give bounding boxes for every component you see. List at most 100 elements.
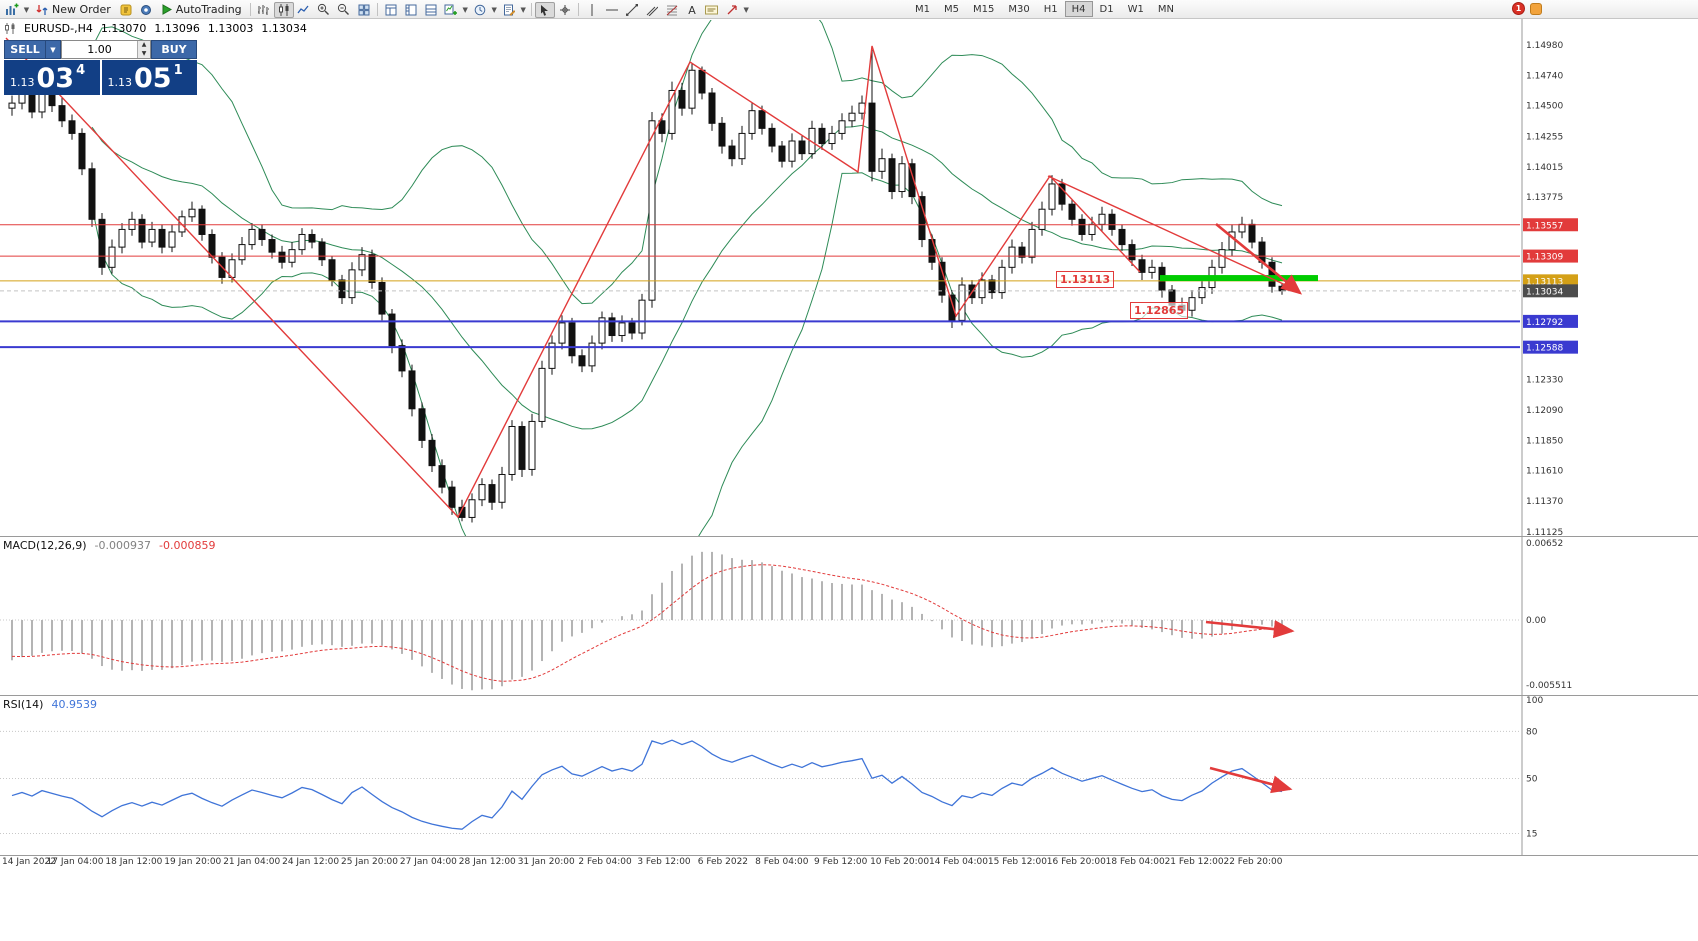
profiles-dropdown-icon[interactable]: ▼ — [491, 5, 497, 14]
metaeditor-icon[interactable] — [116, 2, 136, 18]
symbol-period-label: EURUSD-,H4 — [24, 22, 93, 35]
crosshair-tool-icon[interactable] — [555, 2, 575, 18]
macd-panel-layer — [0, 551, 1520, 691]
trendline-annotation — [5, 37, 1141, 519]
options-icon[interactable] — [136, 2, 156, 18]
price-line-badge — [1523, 218, 1578, 232]
order-options-dropdown[interactable]: ▼ — [46, 40, 61, 59]
axis-label: 1.13309 — [1526, 253, 1563, 263]
new-order-label: New Order — [52, 3, 111, 16]
axis-label: 1.14015 — [1526, 163, 1563, 173]
toolbar-separator — [577, 3, 579, 16]
axis-label: 19 Jan 20:00 — [164, 857, 221, 867]
toolbar-left-group: ▼ New Order AutoTrading — [2, 1, 751, 18]
timeframe-m5[interactable]: M5 — [944, 3, 959, 15]
volume-up-button[interactable]: ▲ — [138, 41, 150, 50]
axis-layer: 1.14980 1.14740 1.14500 1.14255 1.14015 1.137… — [0, 19, 1698, 867]
axis-label: 1.12792 — [1526, 318, 1563, 328]
buy-price-display[interactable]: 1.13 05 1 — [101, 60, 197, 95]
horizontal-line-tool-icon[interactable] — [602, 2, 622, 18]
channel-tool-icon[interactable] — [642, 2, 662, 18]
trendline-annotation — [1047, 175, 1293, 289]
timeframe-h4[interactable]: H4 — [1064, 1, 1093, 17]
buy-button[interactable]: BUY — [151, 40, 197, 59]
autotrading-label: AutoTrading — [175, 3, 242, 16]
red-arrow-annotation — [1215, 222, 1303, 295]
axis-label: 1.11850 — [1526, 436, 1563, 446]
cursor-tool-icon[interactable] — [534, 1, 555, 18]
bar-chart-type-icon[interactable] — [254, 2, 274, 18]
axis-label: 1.13775 — [1526, 193, 1563, 203]
axis-label: 9 Feb 12:00 — [814, 857, 868, 867]
trendline-tool-icon[interactable] — [622, 2, 642, 18]
ohlc-low: 1.13003 — [207, 22, 254, 35]
buy-price-pip: 1 — [173, 63, 183, 78]
axis-label: 31 Jan 20:00 — [518, 857, 575, 867]
navigator-icon[interactable] — [401, 2, 421, 18]
buy-price-big: 05 — [134, 63, 172, 94]
volume-down-button[interactable]: ▼ — [138, 49, 150, 58]
templates-dropdown-icon[interactable]: ▼ — [520, 5, 526, 14]
axis-label: 2 Feb 04:00 — [578, 857, 632, 867]
chart-add-icon[interactable] — [2, 2, 22, 18]
timeframe-d1[interactable]: D1 — [1099, 3, 1114, 15]
timeframe-w1[interactable]: W1 — [1127, 3, 1144, 15]
new-chart-dropdown-icon[interactable]: ▼ — [462, 5, 468, 14]
vertical-line-tool-icon[interactable] — [582, 2, 602, 18]
autotrading-play-icon — [162, 4, 172, 15]
axis-label: 15 Feb 12:00 — [988, 857, 1047, 867]
profiles-icon[interactable] — [470, 2, 490, 18]
templates-icon[interactable] — [499, 2, 519, 18]
axis-label: 1.14740 — [1526, 71, 1563, 81]
timeframe-m1[interactable]: M1 — [915, 3, 930, 15]
axis-label: 6 Feb 2022 — [698, 857, 748, 867]
text-tool-icon[interactable]: A — [682, 2, 702, 18]
timeframe-m30[interactable]: M30 — [1008, 3, 1030, 15]
swing-low-annotation[interactable]: 1.12865 — [1130, 302, 1189, 319]
axis-label: 1.12330 — [1526, 376, 1563, 386]
sell-price-pip: 4 — [76, 63, 86, 78]
axis-label: 1.11370 — [1526, 497, 1563, 507]
timeframe-m15[interactable]: M15 — [973, 3, 995, 15]
text-label-tool-icon[interactable] — [702, 2, 722, 18]
new-chart-button[interactable] — [441, 2, 461, 18]
price-line-badge — [1523, 314, 1578, 328]
timeframe-mn[interactable]: MN — [1157, 3, 1174, 15]
new-order-button[interactable]: New Order — [31, 2, 116, 18]
axis-label: 25 Jan 20:00 — [341, 857, 398, 867]
data-window-icon[interactable] — [381, 2, 401, 18]
tile-windows-icon[interactable] — [354, 2, 374, 18]
rsi-title: RSI(14) — [3, 698, 44, 711]
line-chart-type-icon[interactable] — [294, 2, 314, 18]
axis-label: 1.13113 — [1526, 277, 1563, 287]
axis-label: 1.12090 — [1526, 406, 1563, 416]
red-arrow-annotation — [1209, 766, 1293, 794]
zoom-in-icon[interactable] — [314, 2, 334, 18]
candlestick-chart-type-icon[interactable] — [273, 1, 294, 18]
volume-input[interactable] — [62, 41, 137, 58]
support-price-annotation[interactable]: 1.13113 — [1056, 271, 1115, 288]
toolbar-separator — [530, 3, 532, 16]
timeframe-toolbar: M1 M5 M15 M30 H1 H4 D1 W1 MN — [908, 1, 1181, 17]
axis-label: 24 Jan 12:00 — [282, 857, 339, 867]
timeframe-h1[interactable]: H1 — [1043, 3, 1058, 15]
axis-label: 1.11125 — [1526, 528, 1563, 538]
fibonacci-tool-icon[interactable] — [662, 2, 682, 18]
one-click-top-row: SELL ▼ ▲ ▼ BUY — [4, 40, 197, 59]
new-order-icon — [36, 4, 48, 15]
sell-price-display[interactable]: 1.13 03 4 — [4, 60, 100, 95]
chart-add-dropdown-icon[interactable]: ▼ — [23, 5, 30, 14]
axis-label: 14 Jan 2022 — [2, 857, 56, 867]
terminal-icon[interactable] — [421, 2, 441, 18]
arrows-dropdown-icon[interactable]: ▼ — [743, 5, 749, 14]
axis-label: 17 Jan 04:00 — [47, 857, 104, 867]
community-notification-icon[interactable]: 1 — [1512, 2, 1525, 15]
autotrading-button[interactable]: AutoTrading — [156, 2, 247, 18]
sell-button[interactable]: SELL — [4, 40, 46, 59]
alert-icon[interactable] — [1530, 2, 1542, 15]
axis-label: 15 — [1526, 829, 1537, 839]
zoom-out-icon[interactable] — [334, 2, 354, 18]
arrows-tool-icon[interactable] — [722, 2, 742, 18]
